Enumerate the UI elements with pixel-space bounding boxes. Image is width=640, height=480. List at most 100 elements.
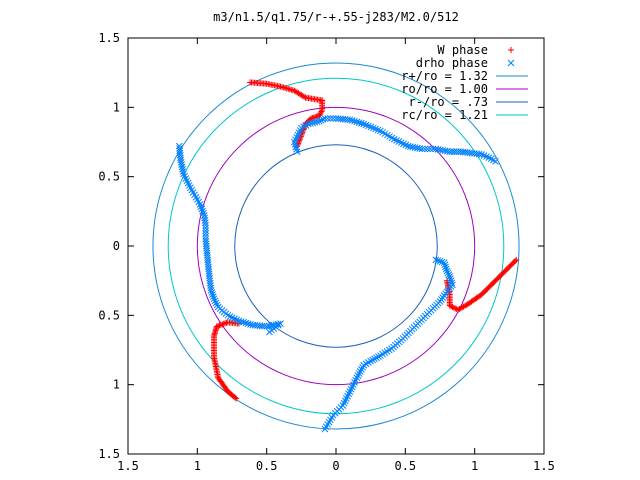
point-stroke-d2 — [187, 184, 194, 192]
point-stroke-d2 — [432, 256, 440, 264]
point-stroke-d2 — [319, 115, 327, 123]
drho-phase-point — [371, 355, 378, 363]
drho-phase-point — [446, 273, 454, 280]
point-stroke-d2 — [440, 259, 448, 266]
drho-phase-point — [418, 145, 426, 153]
point-stroke-d2 — [421, 145, 429, 153]
point-stroke-d2 — [202, 232, 210, 240]
drho-phase-point — [208, 289, 216, 296]
point-stroke-d2 — [375, 353, 382, 361]
y-tick-label: 1 — [113, 378, 120, 392]
w-phase-point — [455, 306, 462, 313]
point-stroke-d2 — [317, 116, 325, 124]
w-phase-point — [450, 304, 457, 311]
point-stroke-d2 — [263, 323, 271, 330]
drho-phase-point — [212, 299, 220, 307]
w-phase-point — [216, 375, 223, 382]
w-phase-point — [452, 305, 459, 312]
point-stroke-d2 — [212, 299, 220, 307]
point-stroke-d2 — [480, 152, 488, 159]
point-stroke-d2 — [235, 317, 243, 325]
legend-label-4: ro/ro = 1.00 — [401, 82, 488, 96]
point-stroke-d2 — [180, 170, 187, 178]
drho-phase-point — [198, 205, 206, 213]
point-stroke-d2 — [208, 289, 216, 296]
point-stroke-d2 — [372, 125, 379, 133]
point-stroke-d2 — [188, 186, 196, 194]
drho-phase-point — [244, 320, 252, 328]
drho-phase-point — [202, 227, 210, 235]
legend-label-6: rc/ro = 1.21 — [401, 108, 488, 122]
point-stroke-d2 — [304, 120, 312, 128]
point-stroke-d2 — [211, 297, 219, 305]
w-phase-point — [213, 323, 220, 330]
point-stroke-d2 — [181, 172, 188, 180]
point-stroke-d2 — [362, 121, 370, 129]
point-stroke-d2 — [195, 198, 203, 206]
point-stroke-d2 — [231, 315, 238, 323]
drho-phase-point — [358, 119, 365, 127]
legend-label-2: drho phase — [416, 56, 488, 70]
point-stroke-d2 — [402, 141, 410, 149]
drho-phase-point — [434, 257, 442, 264]
drho-phase-point — [237, 318, 245, 325]
point-stroke-d2 — [321, 425, 329, 433]
point-stroke-d2 — [185, 182, 193, 189]
point-stroke-d2 — [198, 205, 206, 213]
point-stroke-d2 — [485, 154, 493, 161]
point-stroke-d2 — [444, 269, 452, 277]
point-stroke-d2 — [360, 361, 368, 369]
drho-phase-point — [492, 158, 499, 165]
drho-phase-point — [359, 363, 366, 371]
drho-phase-point — [329, 115, 337, 122]
drho-phase-point — [201, 219, 209, 227]
point-stroke-d2 — [213, 301, 221, 309]
drho-phase-point — [360, 361, 368, 369]
point-stroke-d2 — [386, 133, 393, 140]
drho-phase-point — [373, 354, 380, 362]
drho-phase-point — [209, 291, 216, 298]
point-stroke-d2 — [240, 318, 247, 326]
x-tick-label: 0.5 — [256, 459, 278, 473]
point-stroke-d2 — [400, 140, 407, 148]
point-stroke-d2 — [377, 127, 384, 135]
drho-phase-point — [316, 117, 323, 125]
drho-phase-point — [475, 150, 483, 158]
w-phase-point — [319, 107, 326, 114]
drho-phase-point — [240, 318, 247, 326]
point-stroke-d2 — [369, 356, 376, 364]
point-stroke-d2 — [369, 124, 377, 132]
point-stroke-d2 — [390, 135, 398, 143]
point-stroke-d2 — [189, 189, 197, 196]
point-stroke-d2 — [447, 277, 455, 285]
point-stroke-d2 — [313, 118, 321, 126]
point-stroke-d2 — [265, 322, 273, 330]
point-stroke-d2 — [291, 141, 299, 148]
point-stroke-d2 — [309, 119, 317, 127]
drho-phase-point — [444, 269, 452, 277]
w-phase-point — [220, 320, 227, 327]
w-phase-point — [219, 321, 226, 328]
drho-phase-point — [355, 119, 363, 126]
point-stroke-d2 — [348, 117, 356, 124]
w-phase-point — [318, 108, 325, 115]
drho-phase-point — [355, 370, 363, 377]
x-tick-label: 1 — [471, 459, 478, 473]
w-phase-point — [453, 306, 460, 313]
y-tick-label: 1 — [113, 100, 120, 114]
data-points — [175, 79, 520, 433]
point-stroke-d2 — [355, 370, 363, 377]
point-stroke-d2 — [388, 134, 396, 142]
point-stroke-d2 — [209, 293, 217, 300]
point-stroke-d2 — [224, 311, 232, 319]
point-stroke-d2 — [292, 143, 300, 151]
drho-phase-point — [353, 118, 361, 126]
point-stroke-d2 — [242, 319, 250, 327]
chart-title: m3/n1.5/q1.75/r-+.55-j283/M2.0/512 — [213, 10, 459, 24]
point-stroke-d2 — [293, 148, 301, 156]
drho-phase-point — [317, 116, 325, 124]
point-stroke-d2 — [183, 177, 191, 185]
drho-phase-point — [211, 297, 219, 305]
